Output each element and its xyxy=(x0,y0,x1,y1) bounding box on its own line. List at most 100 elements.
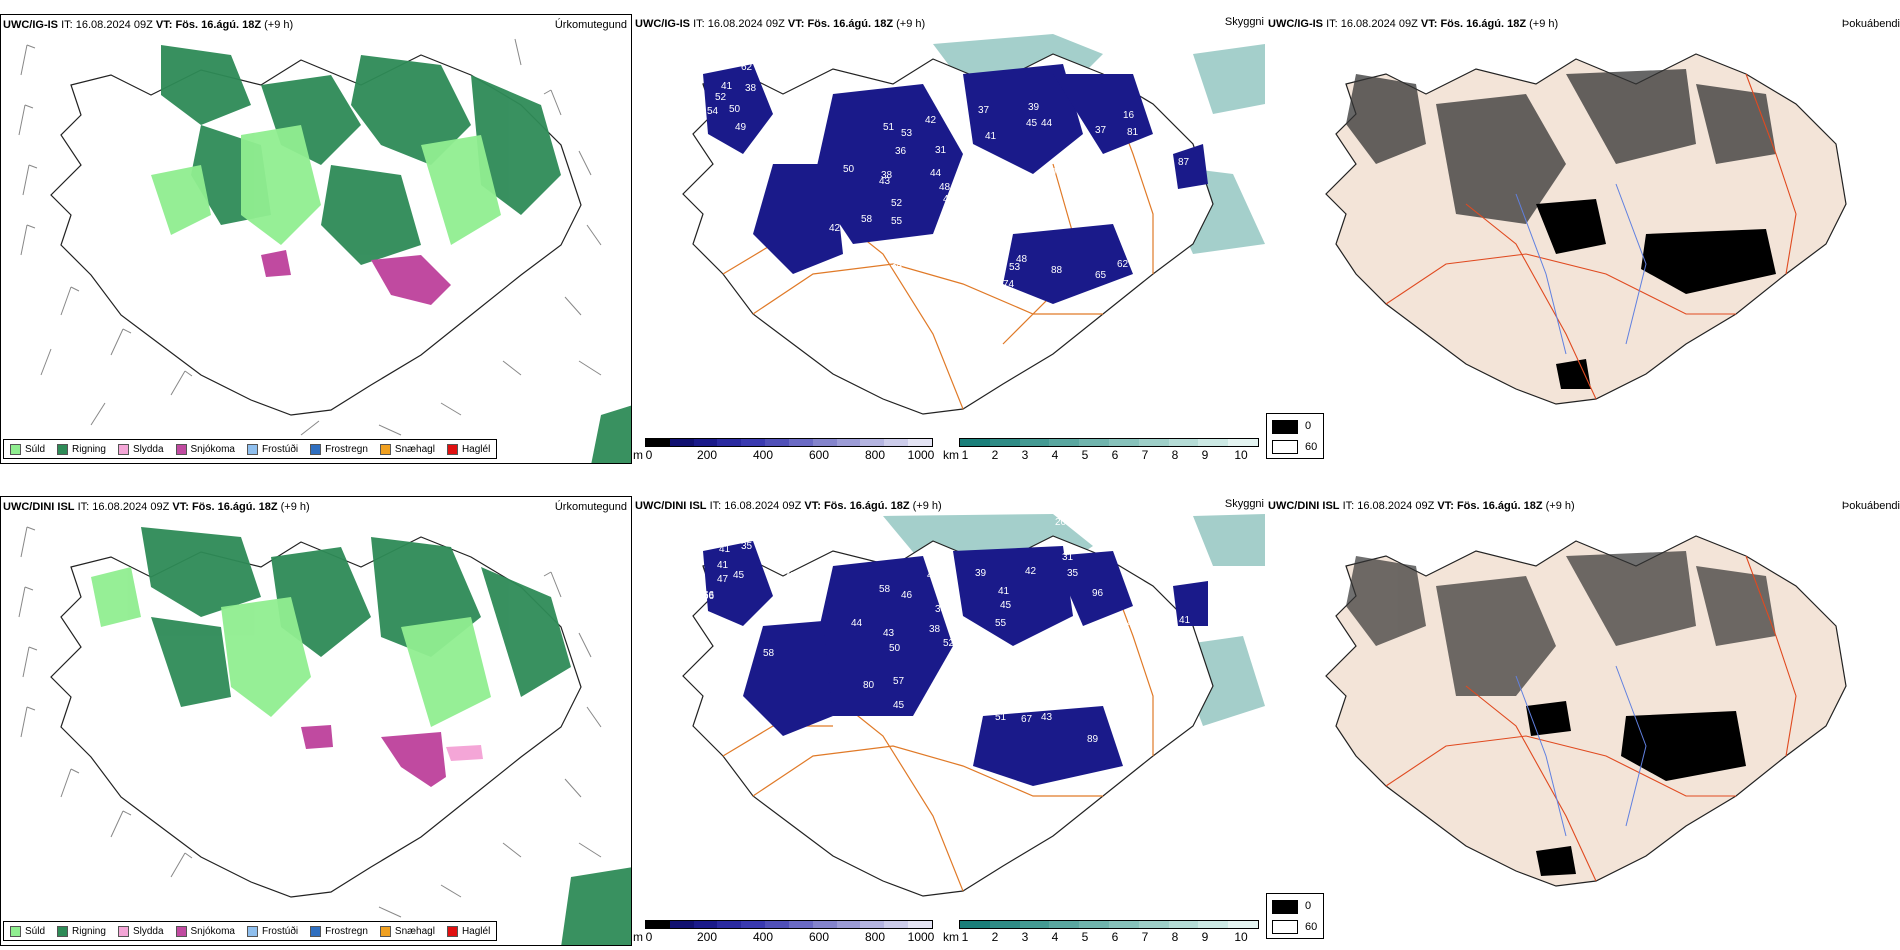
cbar-km-7 xyxy=(1168,439,1199,446)
swatch-freezing-drizzle xyxy=(246,925,258,937)
colorbar-m-tick: 800 xyxy=(864,930,886,944)
label-8: 56 xyxy=(703,590,715,601)
label-41: 62 xyxy=(1117,259,1129,270)
label-9: 45 xyxy=(733,570,745,581)
fog-legend-min-label: 60 xyxy=(1305,441,1318,453)
fog-legend-max-box xyxy=(1272,420,1298,434)
swatch-freezing-drizzle xyxy=(246,443,258,455)
label-24: 35 xyxy=(1067,568,1079,579)
panel-title: UWC/IG-IS IT: 16.08.2024 09Z VT: Fös. 16… xyxy=(3,19,294,31)
label-27: 44 xyxy=(930,168,942,179)
panel-field-title: Úrkomutegund xyxy=(554,19,627,31)
colorbar-km-tick: 5 xyxy=(1081,448,1089,462)
swatch-drizzle xyxy=(10,443,21,455)
cbar-km-9 xyxy=(1228,921,1258,928)
label-17: 42 xyxy=(1025,566,1037,577)
label-39: 96 xyxy=(1065,189,1077,200)
label-11: 51 xyxy=(883,122,895,133)
swatch-snow-pellets xyxy=(379,443,391,455)
label-35: 57 xyxy=(893,676,905,687)
colorbar-km-tick: 2 xyxy=(991,930,999,944)
roads xyxy=(1385,555,1797,882)
label-18: 37 xyxy=(1095,125,1107,136)
cbar-m-7 xyxy=(812,921,837,928)
panel-title: UWC/DINI ISL IT: 16.08.2024 09Z VT: Fös.… xyxy=(635,500,942,512)
colorbar-km-tick: 7 xyxy=(1141,448,1149,462)
legend-item-freezing-rain: Frostregn xyxy=(310,443,368,455)
fog-dark-areas xyxy=(1346,69,1776,224)
label-52: 55 xyxy=(1163,539,1175,550)
iceland-outline xyxy=(682,53,1214,415)
label-33: 65 xyxy=(957,648,969,659)
colorbar-km-tick: 10 xyxy=(1234,448,1248,462)
precip-snow-areas xyxy=(261,250,451,305)
colorbar-km-tick: 10 xyxy=(1234,930,1248,944)
label-49: 89 xyxy=(1087,734,1099,745)
rivers xyxy=(1515,183,1647,355)
colorbar-m-tick: 400 xyxy=(752,930,774,944)
colorbar-m-strip xyxy=(645,438,933,447)
label-32: 50 xyxy=(889,643,901,654)
cbar-km-1 xyxy=(989,439,1020,446)
cbar-m-9 xyxy=(860,439,885,446)
panel-title: UWC/IG-IS IT: 16.08.2024 09Z VT: Fös. 16… xyxy=(1268,18,1559,30)
colorbar-km-tick: 9 xyxy=(1201,448,1209,462)
swatch-freezing-rain xyxy=(310,925,322,937)
swatch-snow xyxy=(175,925,187,937)
cbar-m-7 xyxy=(812,439,837,446)
fog-legend-min-box xyxy=(1272,440,1298,454)
label-37: 36 xyxy=(947,233,959,244)
precip-map xyxy=(18,38,631,463)
label-2: 41 xyxy=(721,81,733,92)
cbar-km-4 xyxy=(1079,921,1109,928)
cloud-map: 62 62 41 38 52 54 50 49 44 69 49 51 53 4… xyxy=(682,34,1265,415)
colorbar-m-tick: 0 xyxy=(645,448,653,462)
fog-legend-igis: 0 60 xyxy=(1266,413,1324,459)
label-50: 63 xyxy=(1115,716,1127,727)
label-23: 96 xyxy=(1092,588,1104,599)
colorbar-km: km 1 2 3 4 5 6 7 8 9 10 xyxy=(943,438,1263,464)
label-28: 48 xyxy=(939,182,951,193)
colorbar-km-tick: 3 xyxy=(1021,448,1029,462)
colorbar-km-tick: 8 xyxy=(1171,930,1179,944)
panel-field-title: Skyggni xyxy=(1224,498,1264,510)
colorbar-km-tick: 6 xyxy=(1111,930,1119,944)
label-38: 64 xyxy=(1047,214,1059,225)
label-25: 44 xyxy=(851,618,863,629)
label-1: 200 xyxy=(1055,517,1072,528)
colorbar-m-tick: 600 xyxy=(808,448,830,462)
label-24: 50 xyxy=(843,164,855,175)
cbar-m-8 xyxy=(836,921,861,928)
legend-item-freezing-drizzle: Frostúði xyxy=(246,925,298,937)
cbar-m-5 xyxy=(765,439,789,446)
colorbar-km-tick: 2 xyxy=(991,448,999,462)
cbar-m-11 xyxy=(908,439,932,446)
colorbar-km-tick: 7 xyxy=(1141,930,1149,944)
label-16: 39 xyxy=(975,568,987,579)
label-29: 87 xyxy=(1178,157,1190,168)
fog-legend-dini: 0 60 xyxy=(1266,893,1324,939)
colorbar-m-tick: 600 xyxy=(808,930,830,944)
label-36: 51 xyxy=(1059,666,1071,677)
label-15: 45 xyxy=(943,570,955,581)
label-31: 46 xyxy=(943,194,955,205)
fog-legend-min-label: 60 xyxy=(1305,921,1318,933)
panel-field-title: Þokuábendi xyxy=(1841,500,1900,512)
label-34: 46 xyxy=(1043,638,1055,649)
label-45: 43 xyxy=(1041,712,1053,723)
label-46: 88 xyxy=(1051,265,1063,276)
colorbar-km-tick: 9 xyxy=(1201,930,1209,944)
legend-item-freezing-rain: Frostregn xyxy=(310,925,368,937)
colorbar-m-tick: 400 xyxy=(752,448,774,462)
panel-title: UWC/IG-IS IT: 16.08.2024 09Z VT: Fös. 16… xyxy=(635,18,926,30)
label-14: 49 xyxy=(927,570,939,581)
label-20: 41 xyxy=(998,586,1010,597)
swatch-snow-pellets xyxy=(379,925,391,937)
label-17: 44 xyxy=(1041,118,1053,129)
legend-item-rain: Rigning xyxy=(57,443,106,455)
cbar-km-3 xyxy=(1049,921,1080,928)
cbar-m-6 xyxy=(788,921,813,928)
cbar-m-1 xyxy=(669,921,694,928)
label-21: 31 xyxy=(935,145,947,156)
cbar-km-0 xyxy=(960,921,990,928)
